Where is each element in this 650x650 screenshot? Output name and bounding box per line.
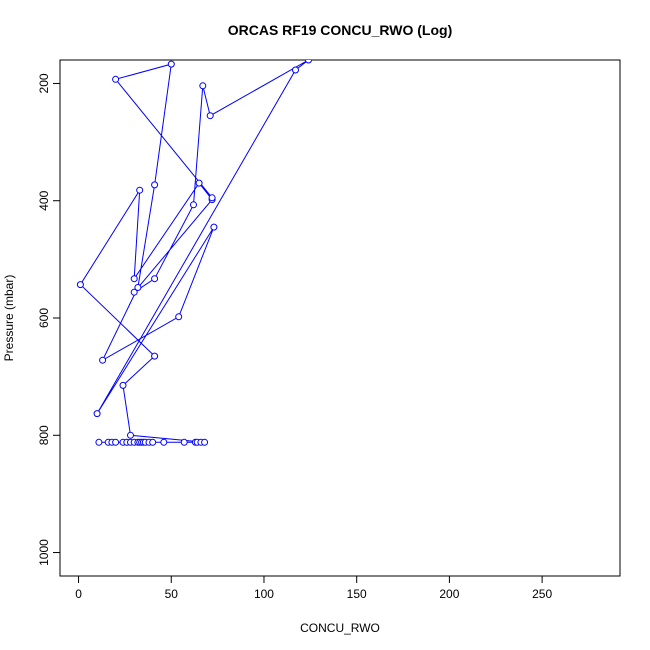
plot-area-frame — [59, 59, 621, 577]
data-point — [130, 288, 138, 296]
series-line — [79, 60, 309, 443]
y-axis: 200 400 600 800 1000 — [37, 73, 61, 566]
data-point — [93, 410, 101, 418]
data-point — [195, 179, 203, 187]
data-point — [112, 75, 120, 83]
y-tick-label: 200 — [37, 73, 51, 93]
y-tick-label: 800 — [37, 425, 51, 445]
y-tick-label: 400 — [37, 190, 51, 210]
data-point — [305, 60, 312, 64]
y-tick-label: 1000 — [37, 539, 51, 566]
data-point — [151, 352, 159, 360]
x-tick-label: 50 — [165, 587, 179, 601]
data-point — [206, 112, 214, 120]
x-tick-label: 0 — [75, 587, 82, 601]
y-tick-label: 600 — [37, 308, 51, 328]
data-point — [175, 313, 183, 321]
x-tick-label: 150 — [347, 587, 367, 601]
x-tick-label: 100 — [254, 587, 274, 601]
data-point — [201, 438, 209, 446]
data-point — [119, 381, 127, 389]
data-point — [127, 431, 134, 439]
x-axis: 0 50 100 150 200 250 — [75, 575, 552, 601]
data-point — [190, 201, 197, 209]
data-point — [180, 438, 188, 446]
x-tick-label: 250 — [532, 587, 552, 601]
data-point — [95, 438, 103, 446]
x-axis-label: CONCU_RWO — [300, 621, 380, 635]
data-point — [167, 60, 175, 68]
data-point — [208, 194, 216, 202]
chart-title: ORCAS RF19 CONCU_RWO (Log) — [228, 22, 453, 38]
data-point — [210, 223, 218, 231]
data-point — [99, 356, 107, 364]
data-point — [76, 281, 84, 289]
x-tick-label: 200 — [439, 587, 459, 601]
data-point — [151, 275, 159, 283]
data-point — [134, 284, 142, 291]
data-point — [151, 181, 159, 189]
data-point — [292, 66, 299, 74]
data-point — [112, 438, 120, 446]
data-point — [160, 438, 168, 446]
y-axis-label: Pressure (mbar) — [2, 275, 16, 362]
data-point — [136, 186, 144, 194]
data-point — [199, 82, 207, 90]
data-point — [130, 275, 138, 283]
data-point — [149, 438, 157, 446]
